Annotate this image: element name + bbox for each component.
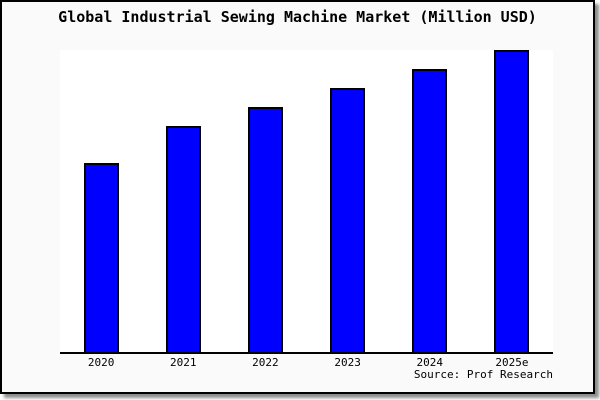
bar-2021 <box>165 125 201 352</box>
source-credit: Source: Prof Research <box>413 368 553 381</box>
x-tick-label-2023: 2023 <box>334 356 361 369</box>
x-tick-label-2025e: 2025e <box>495 356 529 369</box>
plot-area <box>60 50 553 354</box>
bar-2024 <box>412 68 448 352</box>
chart-title: Global Industrial Sewing Machine Market … <box>58 8 537 26</box>
x-axis-tick-labels: 2020 2021 2022 2023 2024 2025e <box>60 356 553 369</box>
bar-2020 <box>83 163 119 352</box>
chart-card: Global Industrial Sewing Machine Market … <box>0 0 595 394</box>
x-tick-label-2022: 2022 <box>252 356 279 369</box>
bar-2025e <box>494 50 530 352</box>
x-tick-label-2020: 2020 <box>87 356 115 369</box>
x-tick-label-2024: 2024 <box>416 356 444 369</box>
bar-2023 <box>330 87 366 352</box>
x-tick-label-2021: 2021 <box>170 356 197 369</box>
bar-2022 <box>247 106 283 352</box>
